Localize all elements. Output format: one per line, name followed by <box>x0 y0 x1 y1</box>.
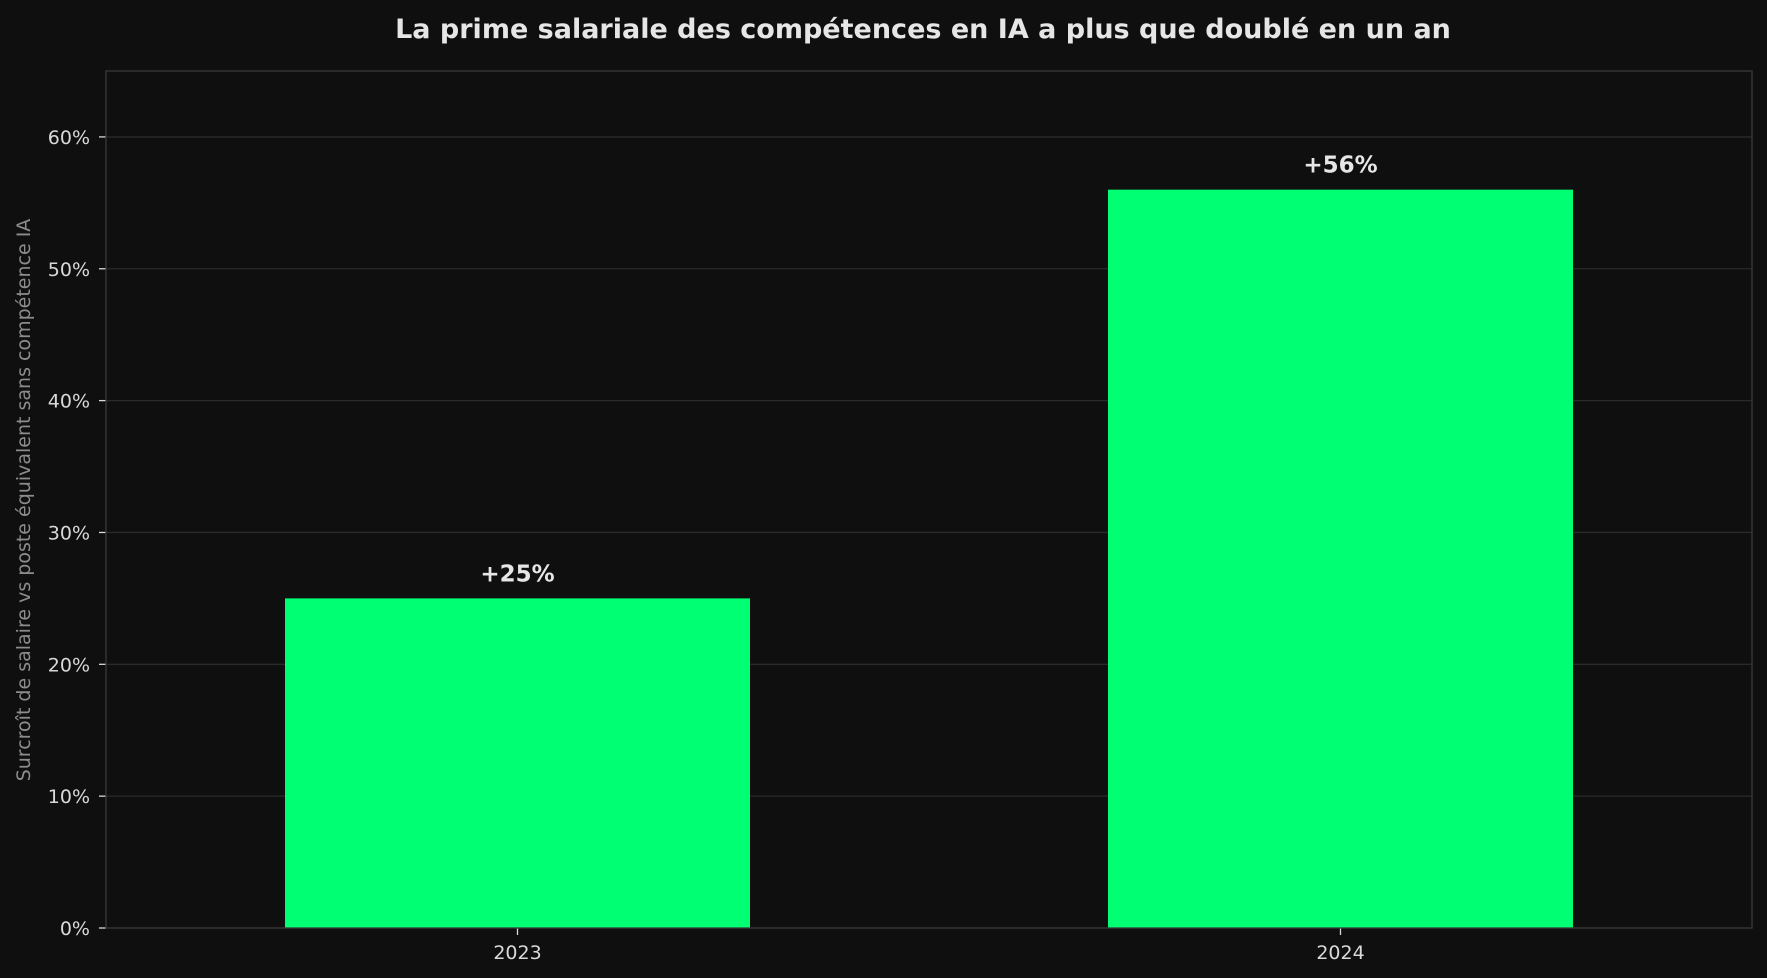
y-tick-label: 60% <box>48 127 90 149</box>
y-tick-label: 10% <box>48 786 90 808</box>
x-axis-ticks: 2023 2024 <box>493 928 1365 964</box>
data-label: +25% <box>480 561 554 587</box>
chart-title: La prime salariale des compétences en IA… <box>395 14 1451 45</box>
y-tick-label: 50% <box>48 259 90 281</box>
y-tick-label: 40% <box>48 391 90 413</box>
y-tick-label: 0% <box>60 918 90 940</box>
y-tick-label: 20% <box>48 654 90 676</box>
bar <box>1108 189 1573 928</box>
data-label: +56% <box>1303 153 1377 179</box>
x-tick-label: 2023 <box>493 942 541 964</box>
y-tick-label: 30% <box>48 522 90 544</box>
bars <box>285 189 1573 928</box>
y-axis-label: Surcroît de salaire vs poste équivalent … <box>13 219 35 782</box>
y-axis-ticks: 0% 10% 20% 30% 40% 50% 60% <box>48 127 106 940</box>
x-tick-label: 2024 <box>1316 942 1364 964</box>
plot-frame <box>105 70 1753 929</box>
data-labels: +25% +56% <box>480 153 1377 588</box>
bar <box>285 598 750 928</box>
